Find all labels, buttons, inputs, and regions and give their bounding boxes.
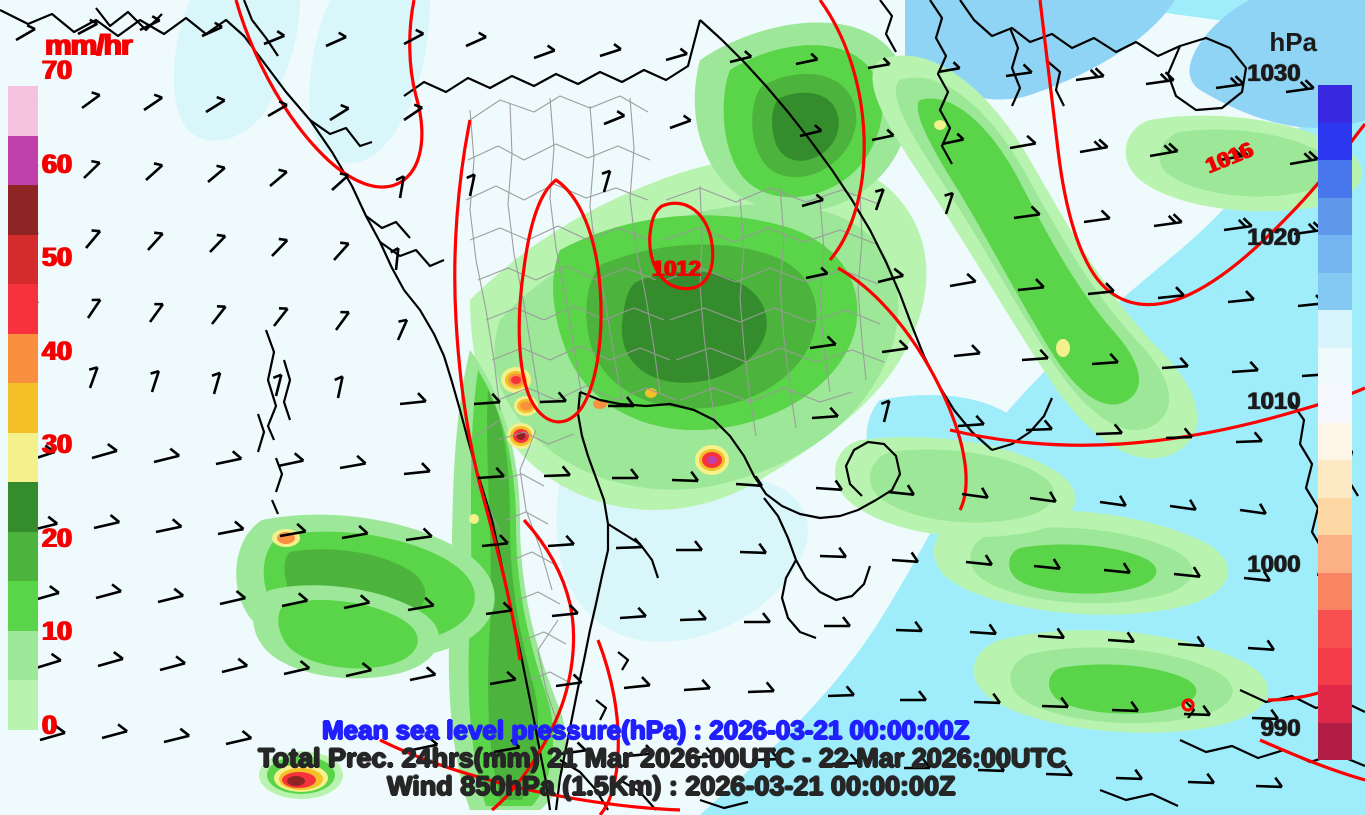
pressure-contour-layer [234, 0, 1365, 815]
wind-caption: Wind 850hPa (1.5Km) : 2026-03-21 00:00:0… [387, 771, 956, 801]
colorbar-segment [8, 482, 38, 532]
pressure-tick-1030: 1030 [1247, 60, 1301, 87]
colorbar-segment [8, 531, 38, 581]
precipitation-tick-50: 50 [42, 242, 73, 273]
colorbar-segment [8, 86, 38, 136]
heavy-rain-cores [259, 120, 1070, 799]
colorbar-segment [1318, 235, 1352, 273]
colorbar-segment [1318, 497, 1352, 535]
colorbar-segment [8, 680, 38, 730]
precipitation-unit-label: mm/hr [45, 29, 133, 62]
precipitation-tick-20: 20 [42, 522, 73, 553]
colorbar-segment [8, 185, 38, 235]
colorbar-segment [8, 432, 38, 482]
pressure-unit-label: hPa [1269, 27, 1317, 57]
colorbar-segment [1318, 197, 1352, 235]
colorbar-segment [1318, 122, 1352, 160]
colorbar-segment [1318, 310, 1352, 348]
colorbar-segment [8, 383, 38, 433]
precipitation-caption: Total Prec. 24hrs(mm) 21 Mar 2026:00UTC … [258, 743, 1067, 773]
colorbar-segment [1318, 647, 1352, 685]
colorbar-segment [1318, 722, 1352, 760]
colorbar-segment [1318, 85, 1352, 123]
pressure-tick-990: 990 [1260, 715, 1301, 742]
contour-label-1012: 1012 [652, 256, 701, 281]
province-boundaries [465, 95, 885, 731]
precipitation-tick-70: 70 [42, 55, 73, 85]
colorbar-segment [1318, 385, 1352, 423]
pressure-tick-1000: 1000 [1247, 551, 1301, 579]
precipitation-tick-10: 10 [42, 616, 73, 647]
colorbar-segment [1318, 685, 1352, 723]
colorbar-segment [8, 234, 38, 284]
colorbar-segment [1318, 272, 1352, 310]
colorbar-segment [8, 333, 38, 383]
colorbar-segment [1318, 610, 1352, 648]
colorbar-segment [8, 135, 38, 185]
precipitation-tick-30: 30 [42, 429, 73, 460]
colorbar-segment [1318, 460, 1352, 498]
colorbar-segment [1318, 160, 1352, 198]
precipitation-tick-0: 0 [42, 710, 58, 740]
precipitation-layer [236, 22, 1362, 810]
pressure-tick-1010: 1010 [1247, 387, 1301, 415]
colorbar-segment [8, 581, 38, 631]
mslp-caption: Mean sea level pressure(hPa) : 2026-03-2… [322, 715, 970, 745]
precipitation-tick-60: 60 [42, 148, 73, 179]
colorbar-segment [1318, 422, 1352, 460]
pressure-colorbar [1318, 85, 1352, 760]
colorbar-segment [1318, 347, 1352, 385]
pressure-tick-1020: 1020 [1247, 223, 1301, 251]
colorbar-segment [1318, 535, 1352, 573]
colorbar-segment [1318, 572, 1352, 610]
precipitation-tick-40: 40 [42, 335, 73, 366]
colorbar-segment [8, 630, 38, 680]
colorbar-segment [8, 284, 38, 334]
precipitation-colorbar [8, 86, 38, 730]
